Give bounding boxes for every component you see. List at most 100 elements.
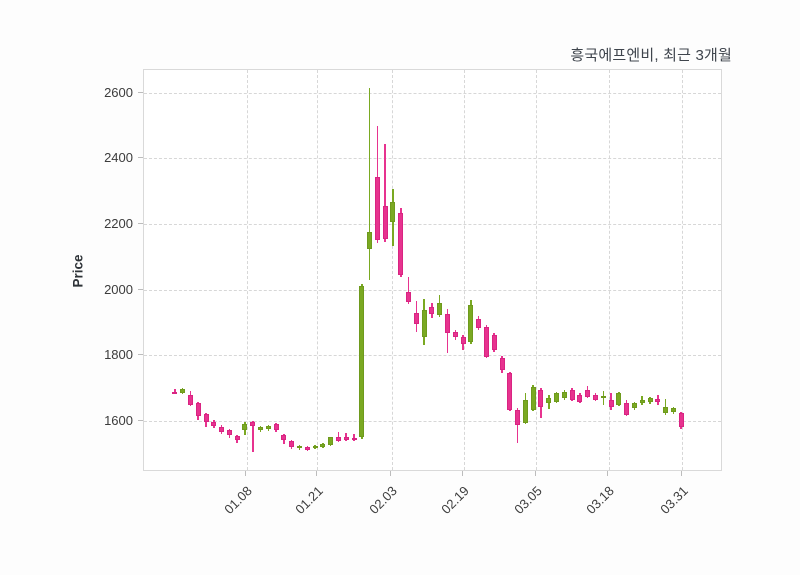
candle-down [273,424,279,430]
candle-down [499,358,505,371]
x-tick-text: 03.31 [657,483,691,517]
candle-up [312,446,318,449]
y-tick-mark [138,223,143,225]
candle-down [304,447,310,450]
grid-layer [144,70,721,470]
candle-wick-down [516,407,519,444]
candle-down [374,177,380,241]
candles-layer [144,70,721,470]
candle-down [429,306,435,315]
candle-up [600,396,606,399]
candle-down [569,389,575,401]
x-tick-text: 03.05 [511,483,545,517]
candle-up [663,406,669,414]
candle-down [577,395,583,402]
x-tick-text: 02.03 [366,483,401,517]
y-tick-mark [138,91,143,93]
candle-down [234,435,240,440]
candle-down [608,400,614,407]
y-gridline [144,289,721,291]
candle-wick-down [384,144,386,242]
candle-up [258,426,264,430]
candle-up [328,437,334,445]
candle-wick-down [252,421,254,452]
x-tick-mark [534,471,536,476]
y-gridline [144,355,721,357]
y-tick-mark [138,288,143,290]
candle-up [530,386,536,410]
candle-up [639,400,645,404]
candle-up [180,389,186,394]
chart-title: 흥국에프엔비, 최근 3개월 [570,47,732,64]
candle-down [624,403,630,415]
x-tick-text: 03.18 [583,483,618,517]
candle-down [195,403,201,417]
y-tick-text: 2000 [104,281,133,297]
candle-down [538,389,544,407]
candle-wick-down [407,277,410,305]
x-gridline [682,70,684,470]
candle-up [297,445,302,448]
candle-up [390,202,396,223]
y-tick-text: 1600 [104,413,133,429]
candle-up [631,403,637,409]
candle-down [515,409,521,425]
candle-down [281,434,287,441]
candle-up [437,303,443,316]
y-axis-title: Price [70,254,86,288]
candle-down [507,373,513,410]
y-tick-mark [138,157,143,159]
candle-up [561,391,567,399]
candle-wick-up [664,398,667,415]
x-gridline [463,70,465,470]
candle-down [483,326,489,357]
x-tick-text: 01.21 [292,483,326,517]
candle-up [554,393,560,402]
candle-up [242,424,248,430]
candle-up [320,444,326,447]
candle-up [367,232,373,249]
x-tick-mark [680,471,682,476]
candle-wick-up [368,88,371,281]
candle-down [172,391,178,394]
candle-wick-down [353,434,355,442]
y-tick-text: 2600 [104,84,133,100]
x-tick-mark [390,471,392,476]
candle-down [211,421,217,426]
candle-down [655,399,661,403]
candle-down [187,394,193,405]
candle-up [546,398,552,404]
y-tick-text: 2400 [104,150,133,166]
candle-down [585,389,591,397]
x-tick-mark [245,471,247,476]
candle-down [343,436,349,440]
plot-area [143,69,722,471]
candle-down [460,336,466,344]
x-gridline [391,70,393,470]
x-gridline [608,70,610,470]
y-gridline [144,158,721,160]
x-gridline [317,70,319,470]
candle-down [491,335,497,351]
x-tick-text: 01.08 [221,483,255,517]
candle-down [289,440,295,447]
candle-down [382,205,388,239]
candle-down [413,312,419,325]
y-gridline [144,92,721,94]
candle-down [203,414,209,422]
candle-down [678,413,684,427]
x-tick-mark [462,471,464,476]
candle-up [265,425,271,429]
y-tick-text: 1800 [104,347,133,363]
x-gridline [536,70,538,470]
candle-down [593,395,598,401]
y-gridline [144,224,721,226]
y-tick-text: 2200 [104,216,133,232]
candle-down [406,292,412,303]
candle-up [670,408,676,413]
candle-down [219,426,225,432]
y-tick-mark [138,354,143,356]
candle-up [647,398,653,402]
candle-up [421,310,427,337]
y-gridline [144,421,721,423]
